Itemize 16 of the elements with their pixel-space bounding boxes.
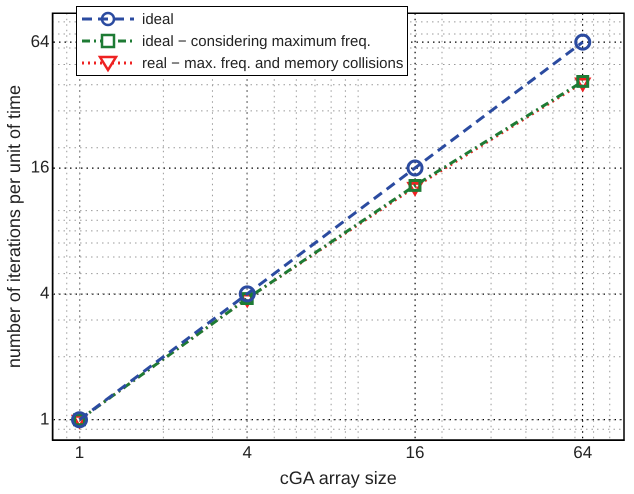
legend-label: real − max. freq. and memory collisions [142,54,404,72]
x-tick-label: 1 [74,442,84,462]
legend-label: ideal [142,10,174,28]
legend-label: ideal − considering maximum freq. [142,32,371,50]
x-axis-title: cGA array size [280,468,397,488]
y-tick-label: 64 [30,32,50,51]
point [406,159,424,176]
x-tick-label: 4 [242,442,252,462]
y-tick-label: 4 [40,284,50,303]
y-axis-title: number of iterations per unit of time [4,85,24,368]
y-tick-label: 1 [40,409,50,428]
point [238,285,256,302]
y-tick-label: 16 [30,158,50,177]
point [574,34,592,51]
x-tick-label: 64 [573,442,592,462]
x-tick-label: 16 [406,442,424,462]
